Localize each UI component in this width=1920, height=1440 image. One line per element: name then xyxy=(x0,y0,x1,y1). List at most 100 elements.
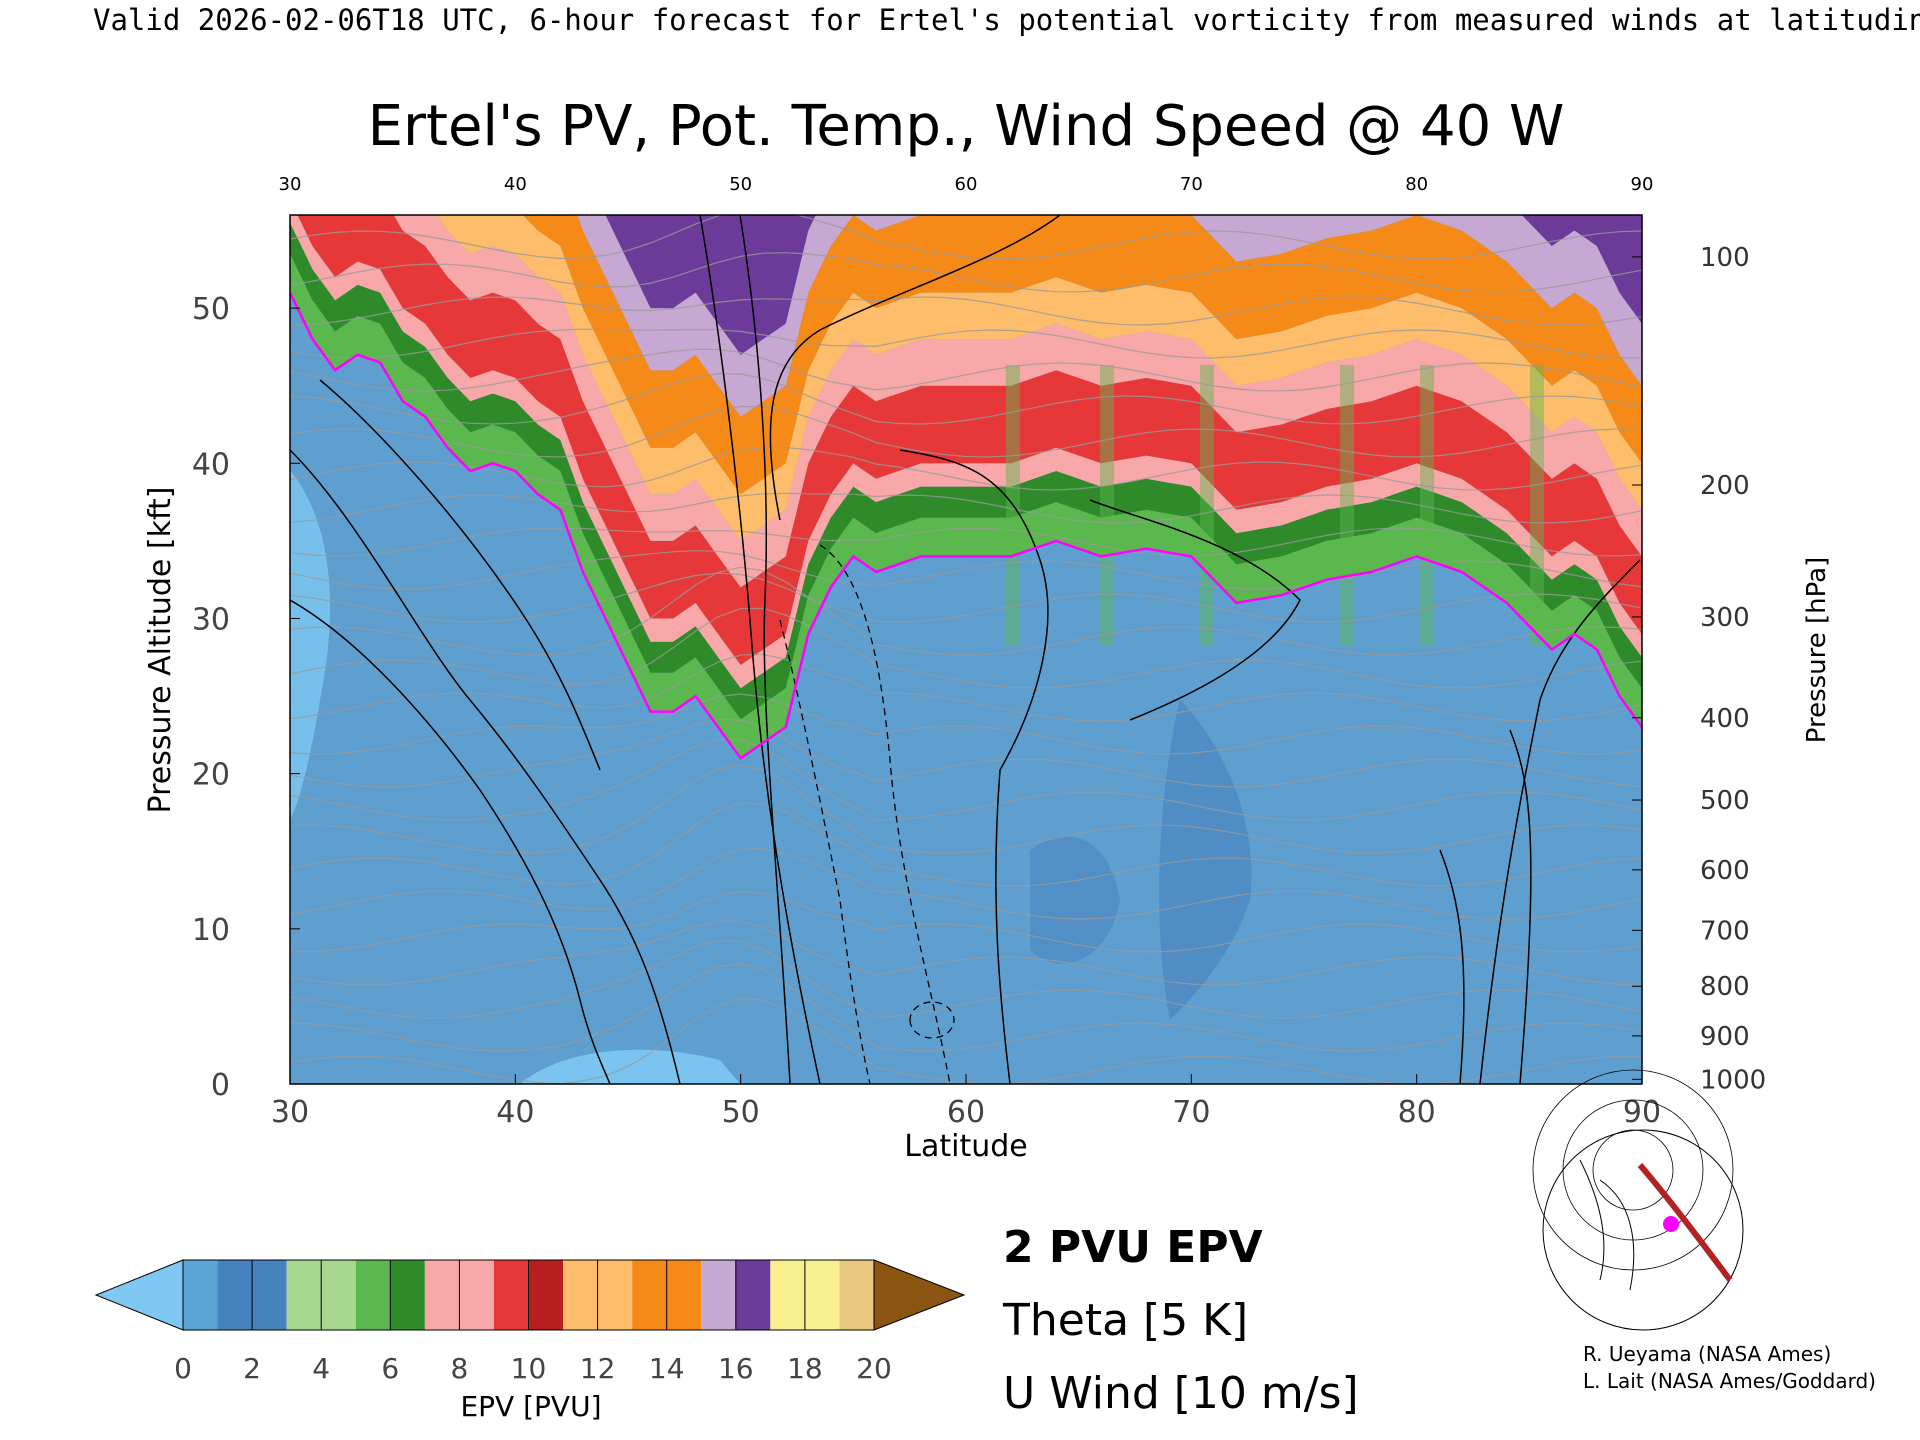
colorbar-segment xyxy=(390,1260,425,1330)
pv-band xyxy=(577,215,1642,417)
theta-contour xyxy=(290,653,1642,722)
wind-contour-dashed xyxy=(819,544,951,1084)
pressure-tick-label: 900 xyxy=(1700,1022,1750,1052)
x-tick-label: 80 xyxy=(1398,1095,1436,1130)
y-tick-label: 20 xyxy=(192,758,230,793)
colorbar-segment xyxy=(563,1260,598,1330)
colorbar-segment xyxy=(701,1260,736,1330)
theta-contour xyxy=(290,492,1642,524)
theta-contour xyxy=(290,963,1642,1052)
wind-contour xyxy=(1439,849,1465,1084)
colorbar-tick-label: 12 xyxy=(580,1352,616,1385)
colorbar-segment xyxy=(459,1260,494,1330)
colorbar-segment xyxy=(528,1260,564,1330)
colorbar-segment xyxy=(424,1260,460,1330)
pv-band xyxy=(297,215,1642,665)
theta-contour xyxy=(290,328,1642,359)
colorbar-tick-label: 18 xyxy=(787,1352,823,1385)
wind-contour-dashed xyxy=(909,1001,955,1039)
credit-line-1: R. Ueyama (NASA Ames) xyxy=(1583,1342,1831,1366)
colorbar-label: EPV [PVU] xyxy=(460,1390,601,1423)
pv-band xyxy=(522,215,1642,495)
x-tick-label: 50 xyxy=(722,1095,760,1130)
pressure-tick-label: 600 xyxy=(1700,856,1750,886)
x-top-tick-label: 80 xyxy=(1405,174,1428,195)
tropopause-2pvu xyxy=(290,292,1642,760)
colorbar-segment xyxy=(321,1260,356,1330)
y-axis-label: Pressure Altitude [kft] xyxy=(143,487,178,814)
colorbar-tick-label: 14 xyxy=(649,1352,685,1385)
x-axis-label: Latitude xyxy=(904,1129,1027,1164)
y-axis-right: 100 200 300 400 500 600 700 800 900 1000 xyxy=(1632,243,1766,1095)
colorbar-tick-label: 2 xyxy=(243,1352,261,1385)
x-top-tick-label: 60 xyxy=(955,174,978,195)
theta-contour xyxy=(290,920,1642,986)
colorbar-segment xyxy=(183,1260,218,1330)
colorbar-tick-label: 20 xyxy=(856,1352,892,1385)
wind-contour xyxy=(1509,729,1532,1084)
pv-streak xyxy=(1200,365,1214,645)
y-tick-label: 0 xyxy=(211,1068,230,1103)
x-axis-top: 30 40 50 60 70 80 90 xyxy=(279,174,1654,195)
map-section-line xyxy=(1637,1163,1733,1282)
legend-theta: Theta [5 K] xyxy=(1002,1295,1248,1346)
theta-contour xyxy=(290,527,1642,557)
colorbar-segment xyxy=(217,1260,253,1330)
theta-contour xyxy=(290,847,1642,920)
theta-contour xyxy=(290,566,1642,656)
pv-streak xyxy=(1420,365,1434,645)
x-top-tick-label: 40 xyxy=(504,174,527,195)
pressure-tick-label: 400 xyxy=(1700,704,1750,734)
colorbar-segment xyxy=(666,1260,702,1330)
colorbar-segment xyxy=(770,1260,805,1330)
theta-contour xyxy=(290,572,1642,623)
y-tick-label: 30 xyxy=(192,602,230,637)
plot-area xyxy=(290,215,1642,1084)
x-top-tick-label: 30 xyxy=(279,174,302,195)
theta-contour xyxy=(290,738,1642,821)
y-tick-label: 40 xyxy=(192,447,230,482)
legend-epv: 2 PVU EPV xyxy=(1003,1222,1263,1273)
wind-contour xyxy=(290,599,611,1084)
colorbar-tick-label: 4 xyxy=(312,1352,330,1385)
wind-contour xyxy=(319,379,601,771)
theta-contour xyxy=(290,296,1642,326)
wind-contour xyxy=(699,215,821,1084)
map-globe xyxy=(1542,1129,1744,1331)
wind-contour xyxy=(899,449,1049,1084)
pv-streak xyxy=(1340,365,1354,645)
colorbar-segment xyxy=(632,1260,667,1330)
colorbar-segment xyxy=(286,1260,322,1330)
pressure-tick-label: 700 xyxy=(1700,916,1750,946)
chart-title: Ertel's PV, Pot. Temp., Wind Speed @ 40 … xyxy=(368,94,1565,159)
theta-contour xyxy=(290,693,1642,755)
pressure-tick-label: 500 xyxy=(1700,786,1750,816)
theta-contour xyxy=(290,890,1642,953)
pressure-tick-label: 300 xyxy=(1700,603,1750,633)
colorbar-tick-label: 16 xyxy=(718,1352,754,1385)
wind-contour xyxy=(290,449,681,1084)
x-top-tick-label: 70 xyxy=(1180,174,1203,195)
mid-pv-region xyxy=(1159,700,1252,1020)
map-latitude-circle xyxy=(1592,1129,1674,1211)
header-text: Valid 2026-02-06T18 UTC, 6-hour forecast… xyxy=(93,3,1920,37)
theta-contour xyxy=(290,215,1642,260)
pv-streak xyxy=(1100,365,1114,645)
theta-contour xyxy=(290,446,1642,491)
locator-map xyxy=(1532,1069,1744,1331)
theta-contour xyxy=(290,373,1642,425)
wind-contour xyxy=(769,215,1061,521)
wind-contour xyxy=(739,215,791,1084)
x-top-tick-label: 50 xyxy=(729,174,752,195)
colorbar-tick-label: 6 xyxy=(381,1352,399,1385)
map-location-marker xyxy=(1663,1216,1679,1232)
wind-contour xyxy=(1479,559,1641,1084)
y-tick-label: 50 xyxy=(192,292,230,327)
colorbar: 0 2 4 6 8 10 12 14 16 18 20 xyxy=(94,1259,966,1385)
x-tick-label: 40 xyxy=(496,1095,534,1130)
pv-band xyxy=(436,215,1642,541)
low-pv-region xyxy=(520,1049,740,1084)
pv-streak xyxy=(1530,365,1544,645)
theta-contour xyxy=(290,802,1642,887)
colorbar-segment xyxy=(493,1260,529,1330)
